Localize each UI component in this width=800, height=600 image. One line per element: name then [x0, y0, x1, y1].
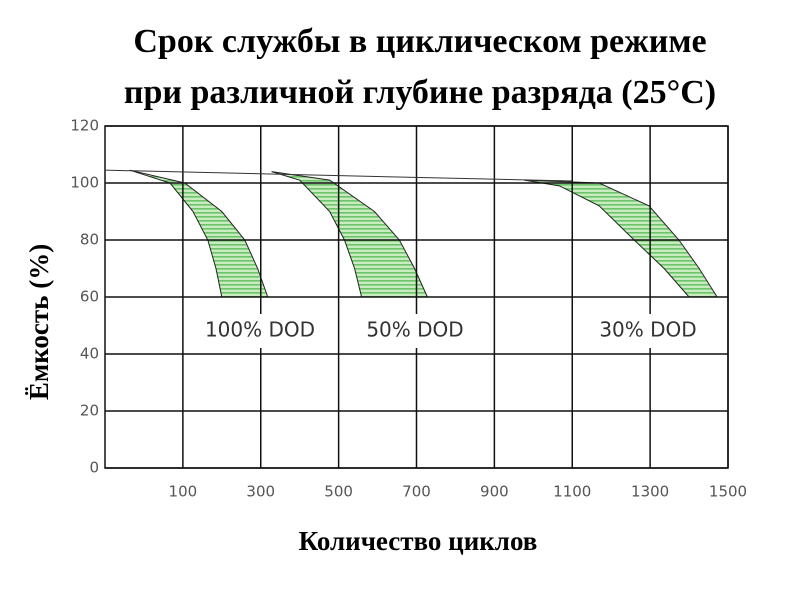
- x-tick-label: 300: [246, 483, 275, 501]
- x-tick-label: 900: [480, 483, 509, 501]
- chart-title: Срок службы в циклическом режиме: [133, 23, 706, 60]
- y-tick-label: 40: [80, 345, 99, 363]
- label-background: [580, 314, 716, 348]
- band-label: 30% DOD: [599, 318, 696, 342]
- y-axis-label: Ёмкость (%): [24, 244, 54, 400]
- y-tick-label: 120: [70, 117, 99, 135]
- x-tick-label: 100: [169, 483, 198, 501]
- band-fill: [129, 170, 268, 297]
- x-tick-label: 1300: [631, 483, 669, 501]
- plot-frame: [104, 125, 729, 469]
- band-label: 50% DOD: [366, 318, 463, 342]
- x-axis-label: Количество циклов: [299, 526, 538, 556]
- x-tick-label: 1500: [709, 483, 747, 501]
- band-fill: [271, 171, 428, 297]
- band-edge: [524, 179, 690, 298]
- band-fill: [524, 180, 718, 297]
- y-tick-label: 80: [80, 231, 99, 249]
- label-background: [192, 314, 328, 348]
- reference-line: [104, 169, 573, 182]
- x-tick-label: 1100: [553, 483, 591, 501]
- band-edge: [129, 169, 223, 298]
- x-tick-label: 700: [402, 483, 431, 501]
- y-tick-label: 60: [80, 288, 99, 306]
- label-background: [347, 314, 483, 348]
- band-label: 100% DOD: [205, 318, 315, 342]
- band-edge: [129, 169, 269, 298]
- y-tick-label: 20: [80, 402, 99, 420]
- x-tick-label: 500: [324, 483, 353, 501]
- y-tick-label: 0: [89, 459, 99, 477]
- band-edge: [271, 171, 363, 298]
- y-tick-label: 100: [70, 174, 99, 192]
- chart-title: при различной глубине разряда (25°С): [124, 74, 716, 111]
